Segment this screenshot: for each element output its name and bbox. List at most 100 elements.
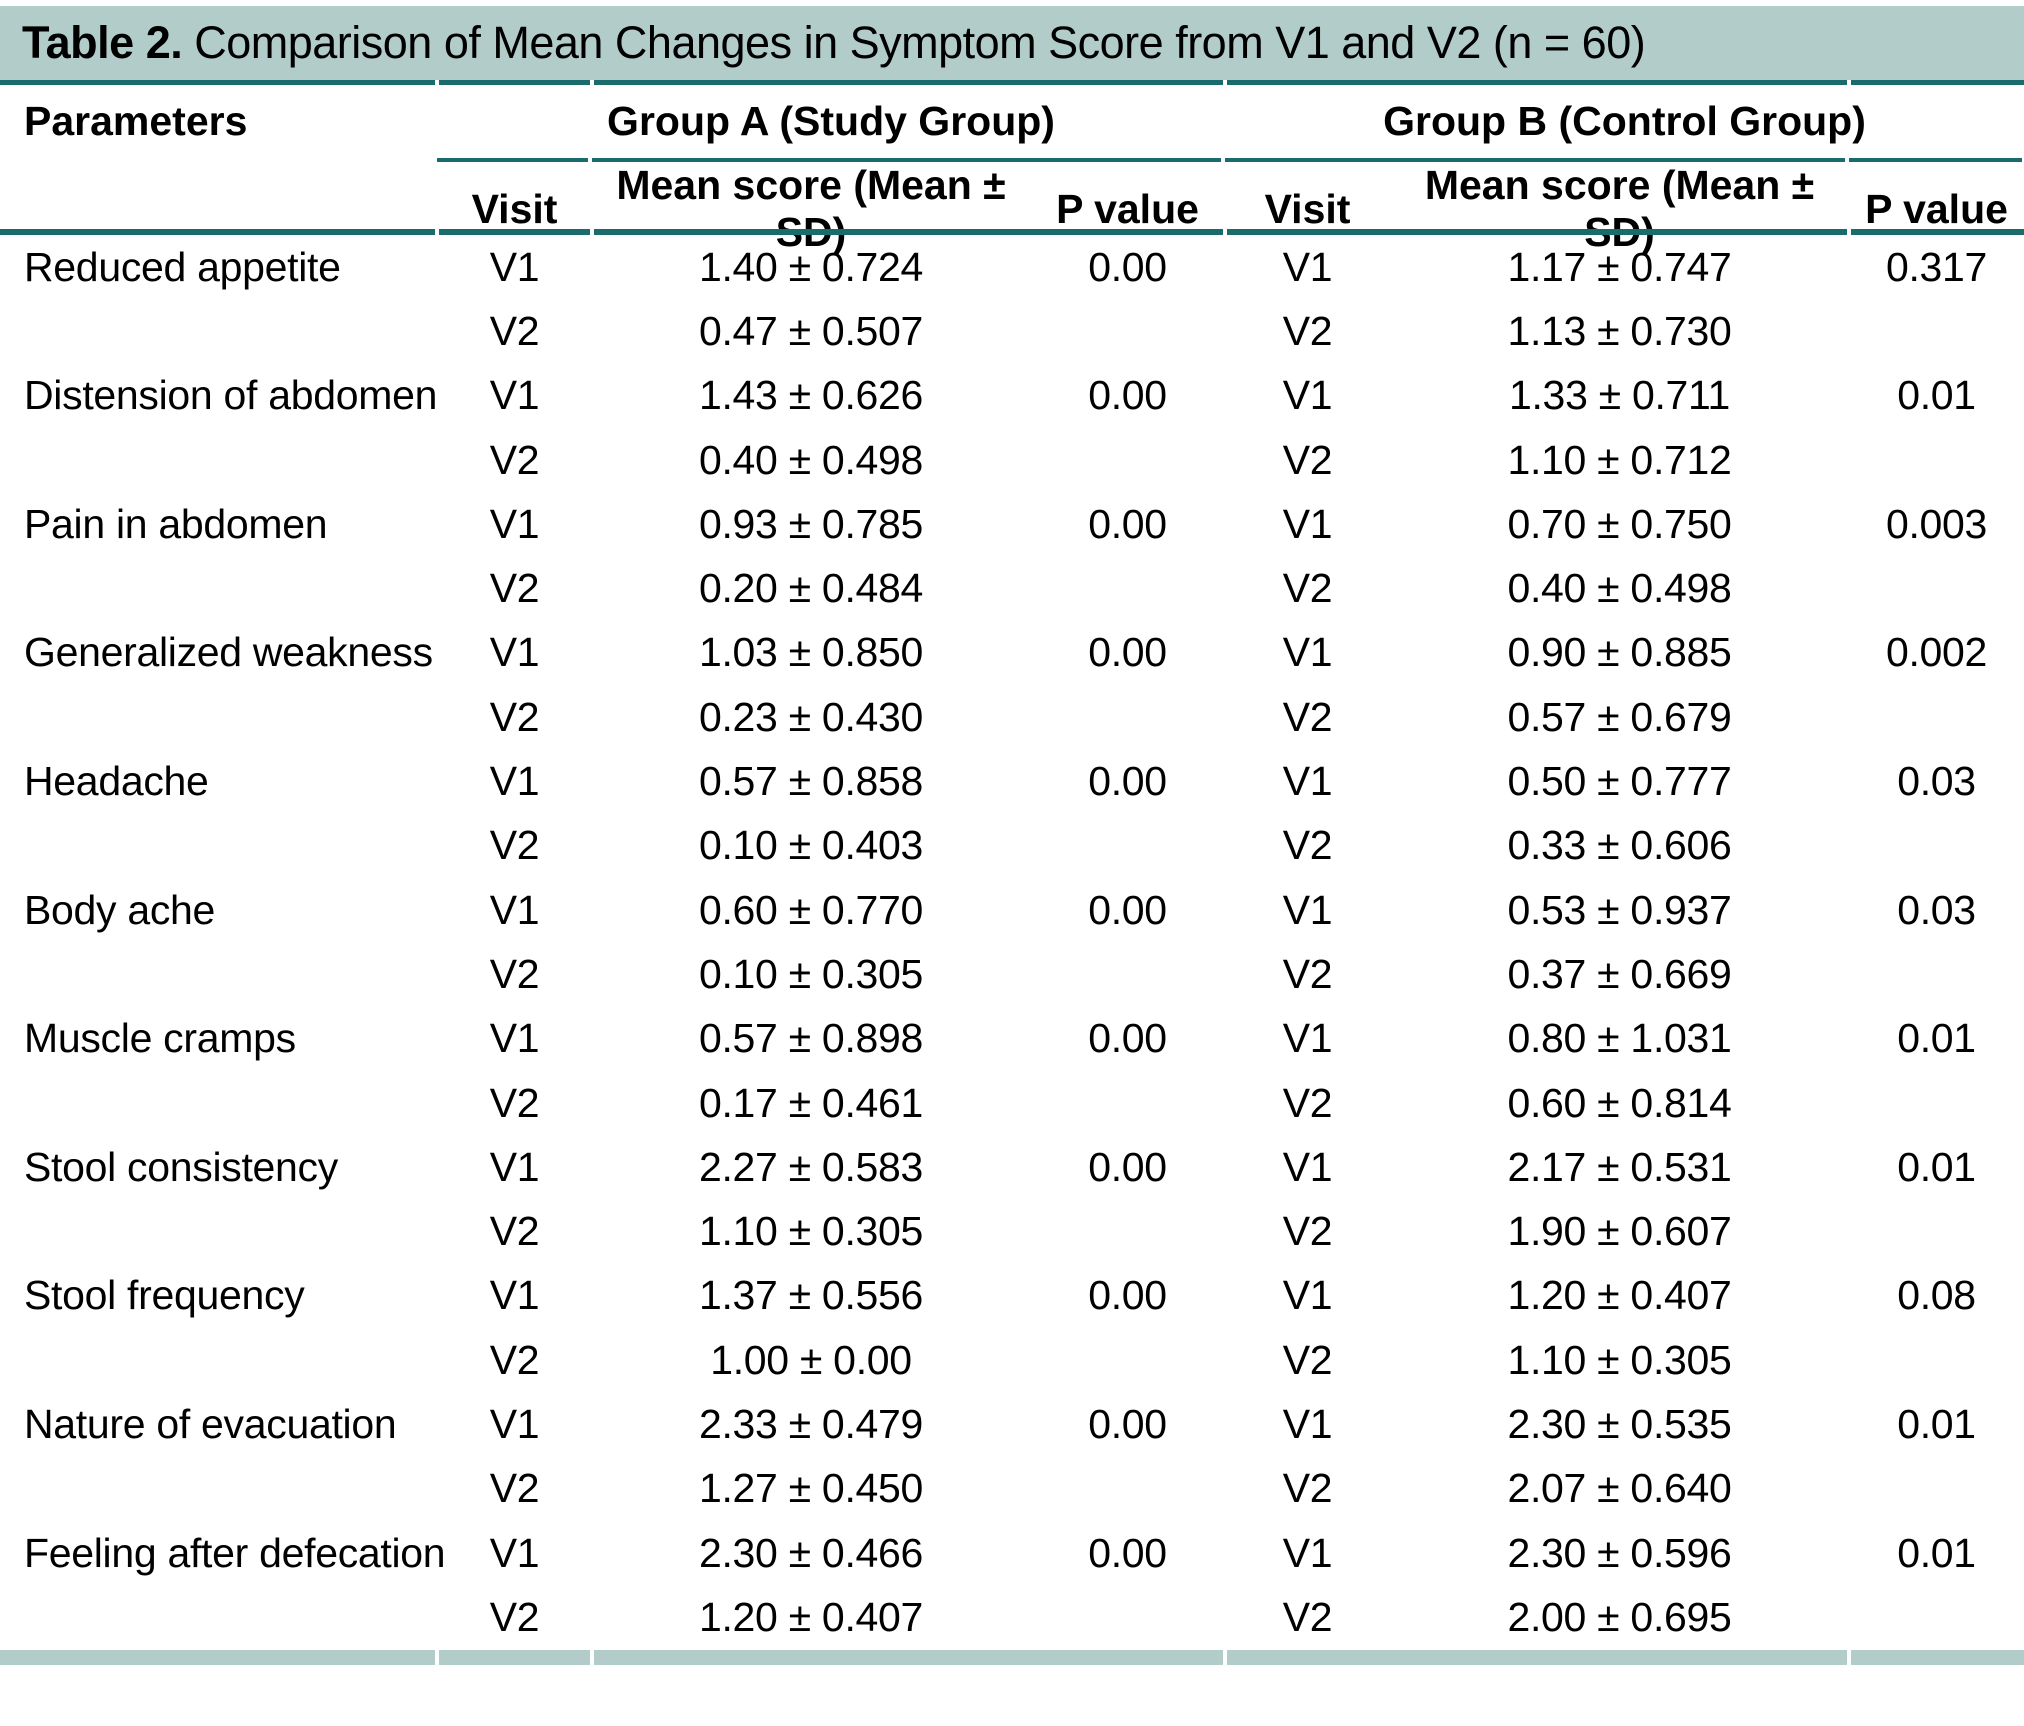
rule-under-title [0, 80, 2024, 85]
table-row: Stool consistency V1 2.27 ± 0.583 0.00 V1 2.1… [0, 1135, 2024, 1199]
mean-b-cell: 0.90 ± 0.885 [1507, 629, 1732, 676]
table-row: Body ache V1 0.60 ± 0.770 0.00 V1 0.53 ± 0.93… [0, 878, 2024, 942]
table-row: V2 1.00 ± 0.00 V2 1.10 ± 0.305 [0, 1328, 2024, 1392]
visit-a-cell: V1 [489, 1529, 540, 1576]
visit-b-cell: V2 [1282, 436, 1333, 483]
visit-a-cell: V1 [489, 1272, 540, 1319]
p-value-a-cell: 0.00 [1088, 1015, 1167, 1062]
visit-a-cell: V1 [489, 372, 540, 419]
visit-a-cell: V2 [489, 950, 540, 997]
parameter-cell: Reduced appetite [24, 243, 341, 290]
visit-a-cell: V1 [489, 1143, 540, 1190]
visit-a-cell: V2 [489, 1465, 540, 1512]
rule-segment [0, 229, 435, 235]
mean-a-cell: 0.17 ± 0.461 [698, 1079, 924, 1126]
mean-a-cell: 1.37 ± 0.556 [698, 1272, 924, 1319]
mean-a-cell: 2.30 ± 0.466 [698, 1529, 924, 1576]
mean-b-cell: 0.57 ± 0.679 [1507, 693, 1732, 740]
band-segment [1851, 1649, 2024, 1665]
mean-b-cell: 2.00 ± 0.695 [1507, 1593, 1732, 1640]
table-title-label: Table 2. [22, 17, 183, 68]
sub-header-row: Visit Mean score (Mean ± SD) P value Vis… [0, 162, 2024, 255]
table-row: Nature of evacuation V1 2.33 ± 0.479 0.00 V1… [0, 1392, 2024, 1456]
p-value-b-cell: 0.01 [1897, 372, 1976, 419]
mean-b-cell: 0.70 ± 0.750 [1507, 500, 1732, 547]
parameter-cell: Generalized weakness [24, 629, 433, 676]
mean-a-cell: 1.00 ± 0.00 [710, 1336, 912, 1383]
p-value-a-cell: 0.00 [1088, 372, 1167, 419]
mean-a-cell: 1.03 ± 0.850 [698, 629, 924, 676]
visit-b-cell: V1 [1282, 500, 1333, 547]
table-row: V2 0.10 ± 0.403 V2 0.33 ± 0.606 [0, 814, 2024, 878]
visit-a-cell: V2 [489, 1079, 540, 1126]
table-title-text: Comparison of Mean Changes in Symptom Sc… [194, 17, 1646, 68]
bottom-border-band [0, 1649, 2024, 1665]
mean-b-cell: 2.30 ± 0.535 [1507, 1400, 1732, 1447]
p-value-a-cell: 0.00 [1088, 629, 1167, 676]
parameter-cell: Nature of evacuation [24, 1400, 397, 1447]
visit-a-cell: V2 [489, 307, 540, 354]
rule-segment [1851, 80, 2024, 85]
mean-a-cell: 0.10 ± 0.305 [698, 950, 924, 997]
rule-segment [1225, 158, 1845, 162]
rule-segment [594, 229, 1223, 235]
mean-a-cell: 2.33 ± 0.479 [698, 1400, 924, 1447]
visit-b-cell: V2 [1282, 1593, 1333, 1640]
mean-a-cell: 1.43 ± 0.626 [698, 372, 924, 419]
mean-a-cell: 0.47 ± 0.507 [698, 307, 924, 354]
visit-b-cell: V2 [1282, 822, 1333, 869]
parameter-cell: Muscle cramps [24, 1015, 296, 1062]
table-row: V2 0.17 ± 0.461 V2 0.60 ± 0.814 [0, 1071, 2024, 1135]
mean-a-cell: 0.40 ± 0.498 [698, 436, 924, 483]
mean-a-cell: 0.10 ± 0.403 [698, 822, 924, 869]
visit-a-cell: V1 [489, 629, 540, 676]
p-value-a-cell: 0.00 [1088, 1272, 1167, 1319]
visit-b-cell: V2 [1282, 1079, 1333, 1126]
p-value-b-cell: 0.002 [1885, 629, 1988, 676]
parameter-cell: Feeling after defecation [24, 1529, 446, 1576]
p-value-a-cell: 0.00 [1088, 243, 1167, 290]
table-row: Generalized weakness V1 1.03 ± 0.850 0.00 V1… [0, 621, 2024, 685]
parameter-cell: Body ache [24, 886, 216, 933]
mean-b-cell: 2.30 ± 0.596 [1507, 1529, 1732, 1576]
mean-a-cell: 2.27 ± 0.583 [698, 1143, 924, 1190]
mean-b-cell: 0.53 ± 0.937 [1507, 886, 1732, 933]
table-row: Stool frequency V1 1.37 ± 0.556 0.00 V1 1.20 … [0, 1264, 2024, 1328]
mean-a-cell: 1.10 ± 0.305 [698, 1208, 924, 1255]
mean-b-cell: 0.40 ± 0.498 [1507, 565, 1732, 612]
mean-b-cell: 1.13 ± 0.730 [1507, 307, 1732, 354]
table-row: V2 0.40 ± 0.498 V2 1.10 ± 0.712 [0, 428, 2024, 492]
visit-b-cell: V1 [1282, 629, 1333, 676]
visit-a-cell: V2 [489, 1208, 540, 1255]
parameter-cell: Distension of abdomen [24, 372, 438, 419]
visit-b-cell: V1 [1282, 1143, 1333, 1190]
p-value-a-cell: 0.00 [1088, 1529, 1167, 1576]
visit-b-cell: V2 [1282, 307, 1333, 354]
p-value-b-cell: 0.01 [1897, 1143, 1976, 1190]
p-value-a-cell: 0.00 [1088, 886, 1167, 933]
table-row: V2 1.10 ± 0.305 V2 1.90 ± 0.607 [0, 1199, 2024, 1263]
mean-b-cell: 2.17 ± 0.531 [1507, 1143, 1732, 1190]
mean-b-cell: 1.10 ± 0.305 [1507, 1336, 1732, 1383]
mean-score-b-header: Mean score (Mean ± SD) [1424, 162, 1815, 255]
table-row: V2 0.10 ± 0.305 V2 0.37 ± 0.669 [0, 942, 2024, 1006]
band-segment [1227, 1649, 1847, 1665]
rule-segment [1227, 80, 1847, 85]
mean-b-cell: 1.10 ± 0.712 [1507, 436, 1732, 483]
p-value-b-cell: 0.01 [1897, 1529, 1976, 1576]
rule-segment [1851, 229, 2024, 235]
parameter-cell: Headache [24, 758, 209, 805]
mean-b-cell: 0.60 ± 0.814 [1507, 1079, 1732, 1126]
band-segment [439, 1649, 590, 1665]
visit-b-cell: V1 [1282, 1529, 1333, 1576]
visit-a-cell: V1 [489, 243, 540, 290]
table-title-band: Table 2. Comparison of Mean Changes in S… [0, 6, 2024, 80]
mean-a-cell: 0.93 ± 0.785 [698, 500, 924, 547]
mean-b-cell: 0.33 ± 0.606 [1507, 822, 1732, 869]
visit-b-header: Visit [1264, 185, 1351, 232]
p-value-b-cell: 0.317 [1885, 243, 1988, 290]
rule-segment [0, 80, 435, 85]
visit-b-cell: V2 [1282, 1208, 1333, 1255]
mean-a-cell: 1.20 ± 0.407 [698, 1593, 924, 1640]
